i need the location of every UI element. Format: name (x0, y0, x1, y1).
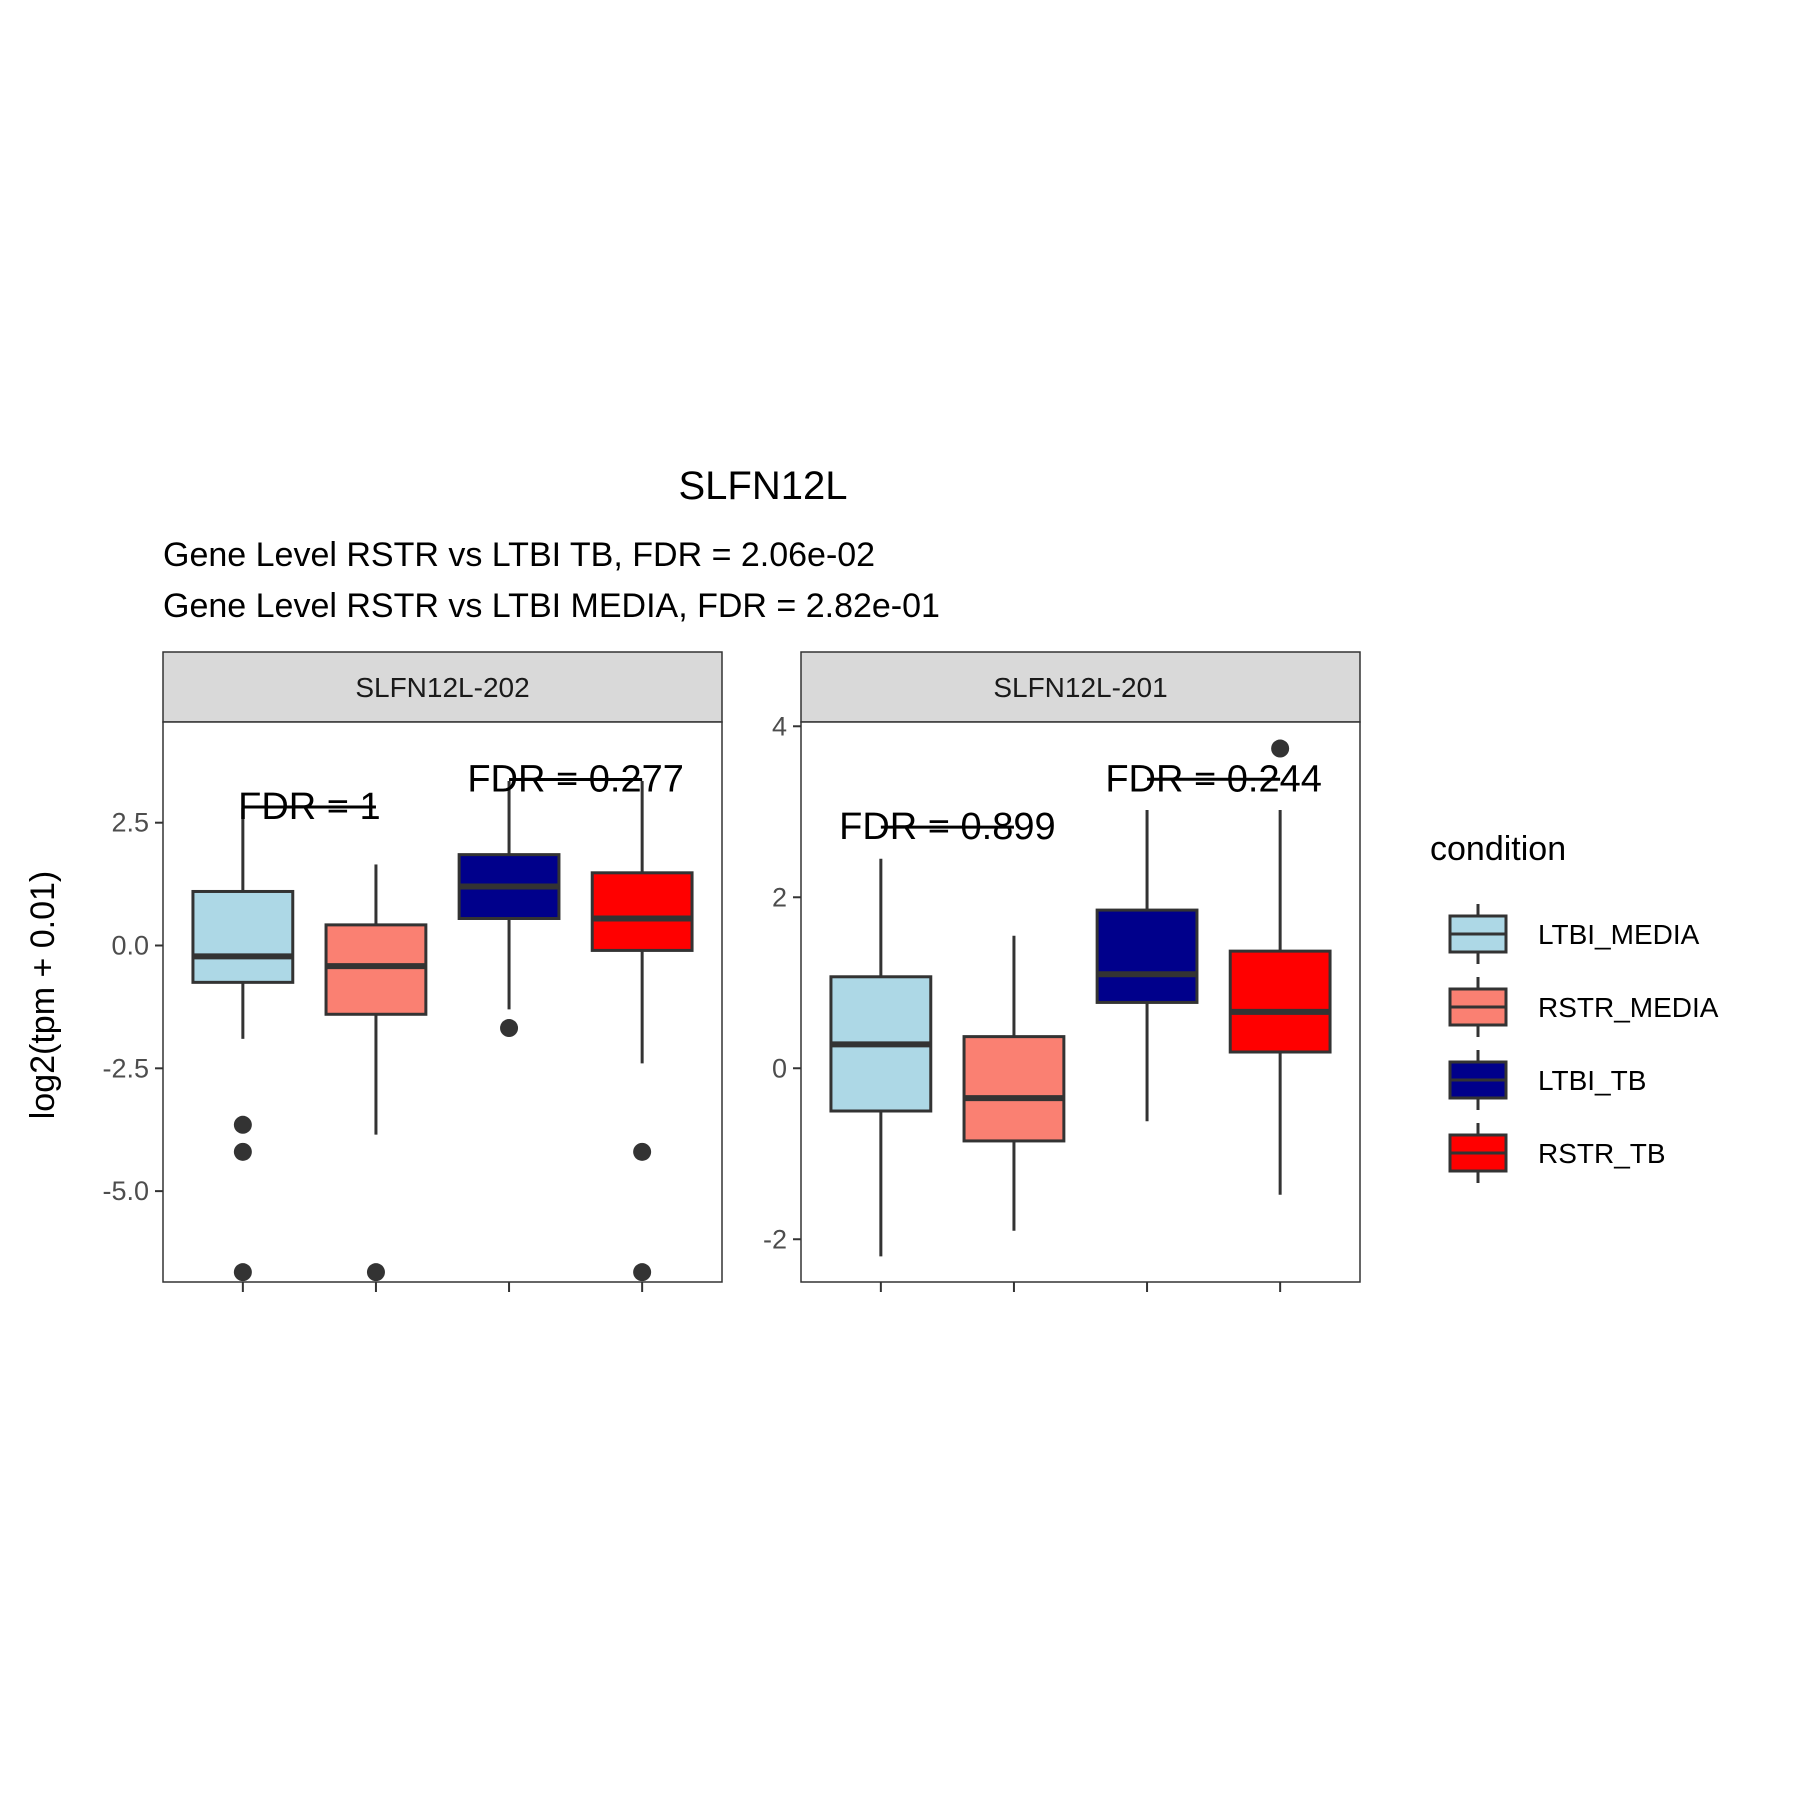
chart-subtitle-line-2: Gene Level RSTR vs LTBI MEDIA, FDR = 2.8… (163, 587, 940, 625)
y-tick-label: -2.5 (102, 1053, 149, 1083)
outlier-point (1271, 739, 1290, 758)
legend-entry-ltbi-tb: LTBI_TB (1448, 1050, 1646, 1110)
facet-strip-label: SLFN12L-201 (993, 672, 1167, 703)
legend-title: condition (1430, 830, 1566, 868)
box-ltbi-media (191, 807, 295, 1282)
box-rstr-tb (590, 780, 694, 1282)
outlier-point (366, 1263, 385, 1282)
outlier-point (500, 1019, 519, 1038)
fdr-label: FDR = 0.899 (839, 806, 1056, 848)
box-rstr-media (324, 864, 428, 1282)
fdr-label: FDR = 0.277 (467, 758, 684, 800)
y-tick-label: 2.5 (111, 808, 149, 838)
legend: condition LTBI_MEDIA RSTR_MEDIA LTBI_TB RST… (1430, 830, 1719, 1183)
legend-entry-rstr-tb: RSTR_TB (1448, 1123, 1666, 1183)
plot-border (162, 721, 723, 1283)
outlier-point (233, 1142, 252, 1161)
legend-entry-label: LTBI_TB (1538, 1065, 1646, 1096)
box-ltbi-media (829, 858, 933, 1257)
plot-area (163, 722, 722, 1282)
chart-title: SLFN12L (679, 464, 848, 508)
box-iqr (1228, 949, 1332, 1054)
outlier-point (233, 1263, 252, 1282)
legend-entry-label: RSTR_TB (1538, 1138, 1666, 1169)
outlier-point (633, 1142, 652, 1161)
box-rstr-media (962, 935, 1066, 1231)
plot-border (800, 721, 1361, 1283)
panel-2: SLFN12L-201 4 2 0 -2 FDR = 0.899 FDR = 0.244 (763, 651, 1361, 1292)
y-tick-label: 0.0 (111, 931, 149, 961)
fdr-label: FDR = 0.244 (1105, 758, 1322, 800)
facet-strip-1 (162, 651, 723, 723)
box-iqr (962, 1035, 1066, 1143)
legend-entry-label: LTBI_MEDIA (1538, 919, 1700, 950)
box-iqr (191, 889, 295, 984)
y-tick-label: 4 (772, 711, 787, 741)
legend-entry-ltbi-media: LTBI_MEDIA (1448, 904, 1700, 964)
box-ltbi-tb (1095, 810, 1199, 1122)
outlier-point (233, 1115, 252, 1134)
box-iqr (324, 923, 428, 1016)
y-tick-label: -5.0 (102, 1176, 149, 1206)
panel-1: SLFN12L-202 2.5 0.0 -2.5 -5.0 FDR = 1 FDR = 0.… (102, 651, 723, 1292)
box-iqr (1095, 908, 1199, 1004)
facet-strip-2 (800, 651, 1361, 723)
fdr-label: FDR = 1 (238, 786, 381, 828)
legend-entry-rstr-media: RSTR_MEDIA (1448, 977, 1719, 1037)
legend-entry-label: RSTR_MEDIA (1538, 992, 1719, 1023)
box-iqr (590, 871, 694, 952)
box-rstr-tb (1228, 739, 1332, 1195)
outlier-point (633, 1263, 652, 1282)
y-tick-label: 0 (772, 1053, 787, 1083)
y-tick-label: -2 (763, 1224, 787, 1254)
facet-strip-label: SLFN12L-202 (355, 672, 529, 703)
y-tick-label: 2 (772, 882, 787, 912)
panels-layer: SLFN12L-202 2.5 0.0 -2.5 -5.0 FDR = 1 FDR = 0.… (102, 651, 1361, 1292)
y-axis-label: log2(tpm + 0.01) (24, 871, 62, 1120)
chart-subtitle-line-1: Gene Level RSTR vs LTBI TB, FDR = 2.06e-… (163, 536, 875, 574)
box-ltbi-tb (457, 780, 561, 1038)
